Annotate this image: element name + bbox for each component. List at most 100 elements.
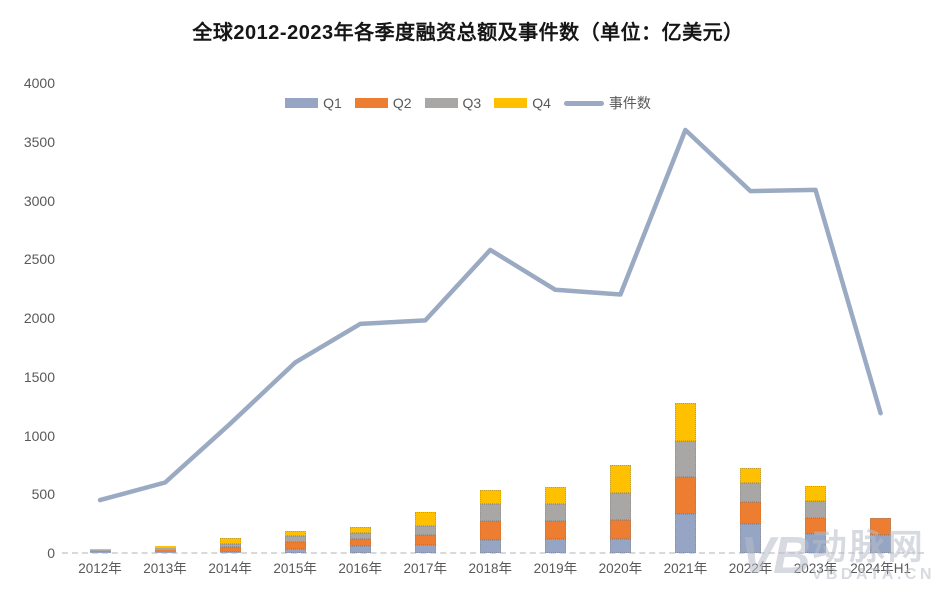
bar-2018年-q1-segment xyxy=(479,540,501,553)
bar-2015年 xyxy=(284,530,306,553)
legend-item-q2: Q2 xyxy=(354,95,412,111)
bar-2016年-q4-segment xyxy=(349,526,371,534)
legend-swatch-q1 xyxy=(285,98,319,108)
bar-2014年-q2-segment xyxy=(219,547,241,552)
legend-label: Q1 xyxy=(323,95,342,111)
bar-2021年-q2-segment xyxy=(674,476,696,515)
bar-2022年-q2-segment xyxy=(740,501,761,525)
bar-2024年H1 xyxy=(870,517,892,553)
bar-2017年-q2-segment xyxy=(414,535,436,545)
x-label-2017年: 2017年 xyxy=(403,561,448,576)
legend-item-events: 事件数 xyxy=(563,93,651,113)
bar-2014年-q4-segment xyxy=(219,538,241,545)
y-tick-0: 0 xyxy=(47,545,55,561)
chart-title: 全球2012-2023年各季度融资总额及事件数（单位：亿美元） xyxy=(192,22,744,44)
bar-2023年-q2-segment xyxy=(805,518,827,534)
bar-2019年-q4-segment xyxy=(544,486,566,504)
legend-item-q3: Q3 xyxy=(424,95,482,111)
bar-2014年 xyxy=(219,538,241,553)
watermark: VB 动脉网 VBDATA.CN xyxy=(740,530,935,583)
y-tick-1500: 1500 xyxy=(23,368,55,385)
bar-2015年-q2-segment xyxy=(284,541,306,550)
bar-2021年-q1-segment xyxy=(674,514,696,553)
bar-2024年H1-q2-segment xyxy=(870,517,892,536)
bar-2013年-q1-segment xyxy=(154,552,176,553)
x-label-2019年: 2019年 xyxy=(533,561,578,576)
bar-2018年 xyxy=(479,490,501,553)
x-label-2021年: 2021年 xyxy=(663,561,708,576)
bar-2015年-q1-segment xyxy=(284,549,306,553)
y-tick-3000: 3000 xyxy=(23,192,55,209)
y-tick-2500: 2500 xyxy=(23,251,55,268)
bar-2020年-q1-segment xyxy=(609,538,631,553)
bar-2022年-q4-segment xyxy=(740,468,761,483)
y-tick-500: 500 xyxy=(31,486,55,503)
bar-2017年-q1-segment xyxy=(414,544,436,553)
events-line xyxy=(97,127,883,503)
bar-2012年-q3-segment xyxy=(89,549,111,552)
y-tick-4000: 4000 xyxy=(23,75,55,91)
x-label-2016年: 2016年 xyxy=(338,561,382,576)
bar-2019年-q1-segment xyxy=(544,538,566,553)
legend-label: 事件数 xyxy=(608,95,651,111)
bar-2016年 xyxy=(349,526,371,553)
bar-2017年 xyxy=(414,512,436,553)
legend-label: Q3 xyxy=(462,95,482,111)
watermark-site-text: VBDATA.CN xyxy=(811,566,935,583)
bar-2019年-q3-segment xyxy=(544,503,566,522)
bar-2017年-q4-segment xyxy=(414,512,436,526)
y-tick-1000: 1000 xyxy=(23,427,55,444)
bar-2021年-q3-segment xyxy=(674,441,696,477)
bar-2015年-q3-segment xyxy=(284,535,306,542)
legend-label: Q4 xyxy=(532,95,551,111)
x-label-2013年: 2013年 xyxy=(143,561,187,576)
bar-2017年-q3-segment xyxy=(414,525,436,536)
bar-2016年-q1-segment xyxy=(349,545,371,553)
legend-swatch-q3 xyxy=(424,98,458,108)
x-label-2015年: 2015年 xyxy=(273,561,317,576)
y-tick-3500: 3500 xyxy=(23,133,55,150)
y-tick-2000: 2000 xyxy=(23,310,55,326)
watermark-brand-text: 动脉网 xyxy=(811,528,926,567)
legend-label: Q2 xyxy=(392,95,412,111)
bar-2014年-q3-segment xyxy=(219,544,241,548)
bar-2023年-q1-segment xyxy=(805,533,827,553)
bar-2024年H1-q1-segment xyxy=(870,535,892,553)
bar-2022年-q3-segment xyxy=(740,482,761,502)
bar-2012年-q1-segment xyxy=(89,552,111,553)
bar-2018年-q2-segment xyxy=(479,521,501,541)
bar-2021年-q4-segment xyxy=(674,402,696,442)
bar-2020年-q3-segment xyxy=(609,492,631,520)
x-label-2024年H1: 2024年H1 xyxy=(850,561,911,576)
bar-2012年-q2-segment xyxy=(89,551,111,553)
watermark-vb-logo: VB xyxy=(740,526,810,585)
bar-2015年-q4-segment xyxy=(284,530,306,536)
x-label-2018年: 2018年 xyxy=(468,561,513,576)
bar-2018年-q4-segment xyxy=(479,490,501,504)
x-label-2023年: 2023年 xyxy=(793,561,838,576)
bar-2023年-q4-segment xyxy=(805,486,827,501)
legend-swatch-q2 xyxy=(354,98,388,108)
x-label-2014年: 2014年 xyxy=(208,561,252,576)
bar-2019年 xyxy=(544,486,566,553)
bar-2013年 xyxy=(154,545,176,553)
legend-swatch-q4 xyxy=(494,98,528,108)
legend-swatch-events xyxy=(563,100,604,106)
bar-2023年-q3-segment xyxy=(805,500,827,519)
bar-2018年-q3-segment xyxy=(479,503,501,522)
x-label-2012年: 2012年 xyxy=(78,561,122,576)
bar-2012年 xyxy=(89,548,111,553)
bar-2022年-q1-segment xyxy=(740,524,761,553)
bar-2012年-q4-segment xyxy=(89,548,111,550)
bar-2016年-q2-segment xyxy=(349,538,371,546)
legend-item-q1: Q1 xyxy=(285,95,342,111)
bar-2016年-q3-segment xyxy=(349,533,371,539)
bar-2013年-q2-segment xyxy=(154,550,176,553)
bar-2020年 xyxy=(609,465,631,553)
bar-2020年-q4-segment xyxy=(609,465,631,493)
legend: Q1 Q2 Q3 Q4 事件数 xyxy=(0,93,936,113)
bar-2021年 xyxy=(674,402,696,553)
bar-2013年-q4-segment xyxy=(154,545,176,548)
x-axis-line xyxy=(62,552,924,554)
